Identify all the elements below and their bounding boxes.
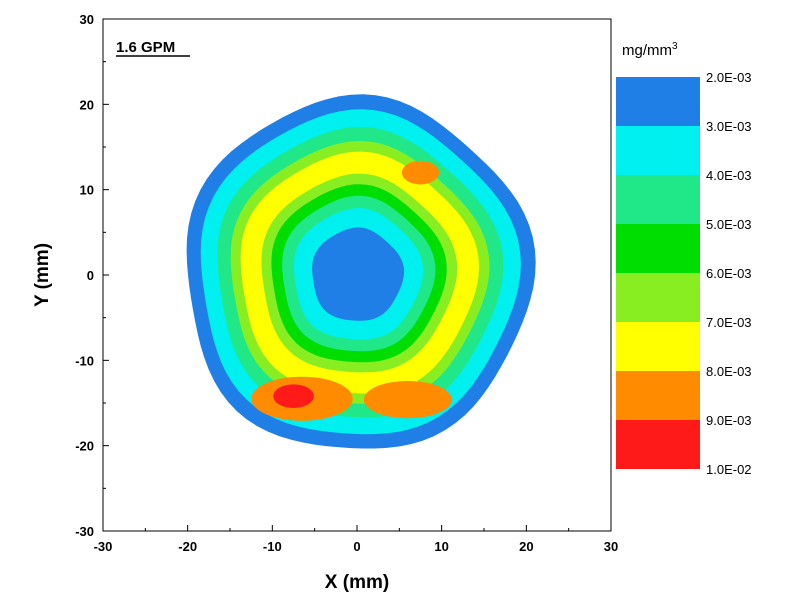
flow-rate-annotation: 1.6 GPM	[116, 39, 175, 56]
x-tick-label-5: 20	[519, 539, 533, 554]
colorbar-swatch-0	[616, 77, 700, 126]
colorbar-unit-text: mg/mm	[622, 42, 672, 59]
colorbar-unit: mg/mm3	[622, 41, 678, 59]
axes: -30 -20 -10 0 10 20 30 -30 -20 -10 0 10 20 30	[75, 12, 618, 554]
x-tick-label-4: 10	[434, 539, 448, 554]
colorbar: 2.0E-03 3.0E-03 4.0E-03 5.0E-03 6.0E-03 7.0E-…	[616, 70, 752, 477]
colorbar-label-4: 6.0E-03	[706, 266, 752, 281]
colorbar-label-1: 3.0E-03	[706, 119, 752, 134]
colorbar-swatch-6	[616, 371, 700, 420]
colorbar-swatch-5	[616, 322, 700, 371]
y-tick-label-6: 30	[80, 12, 94, 27]
colorbar-label-3: 5.0E-03	[706, 217, 752, 232]
x-tick-label-0: -30	[94, 539, 113, 554]
hotspot-3	[273, 384, 314, 409]
colorbar-swatch-2	[616, 175, 700, 224]
colorbar-label-0: 2.0E-03	[706, 70, 752, 85]
colorbar-unit-superscript: 3	[672, 41, 678, 52]
contour-plot-area	[186, 94, 536, 449]
x-tick-label-3: 0	[353, 539, 360, 554]
colorbar-label-7: 9.0E-03	[706, 413, 752, 428]
x-tick-label-6: 30	[604, 539, 618, 554]
colorbar-label-6: 8.0E-03	[706, 364, 752, 379]
hotspot-1	[363, 380, 452, 419]
x-axis-title: X (mm)	[325, 572, 389, 593]
x-tick-label-1: -20	[178, 539, 197, 554]
colorbar-label-5: 7.0E-03	[706, 315, 752, 330]
hotspot-2	[401, 160, 440, 185]
colorbar-label-2: 4.0E-03	[706, 168, 752, 183]
colorbar-label-8: 1.0E-02	[706, 462, 752, 477]
colorbar-swatch-4	[616, 273, 700, 322]
y-tick-label-5: 20	[80, 97, 94, 112]
y-tick-label-4: 10	[80, 183, 94, 198]
colorbar-swatch-3	[616, 224, 700, 273]
y-tick-label-2: -10	[75, 353, 94, 368]
colorbar-swatch-1	[616, 126, 700, 175]
x-tick-label-2: -10	[263, 539, 282, 554]
y-tick-label-1: -20	[75, 439, 94, 454]
colorbar-swatch-7	[616, 420, 700, 469]
y-tick-label-0: -30	[75, 524, 94, 539]
y-axis-title: Y (mm)	[32, 243, 53, 307]
contour-band-9	[312, 227, 405, 321]
y-tick-label-3: 0	[87, 268, 94, 283]
